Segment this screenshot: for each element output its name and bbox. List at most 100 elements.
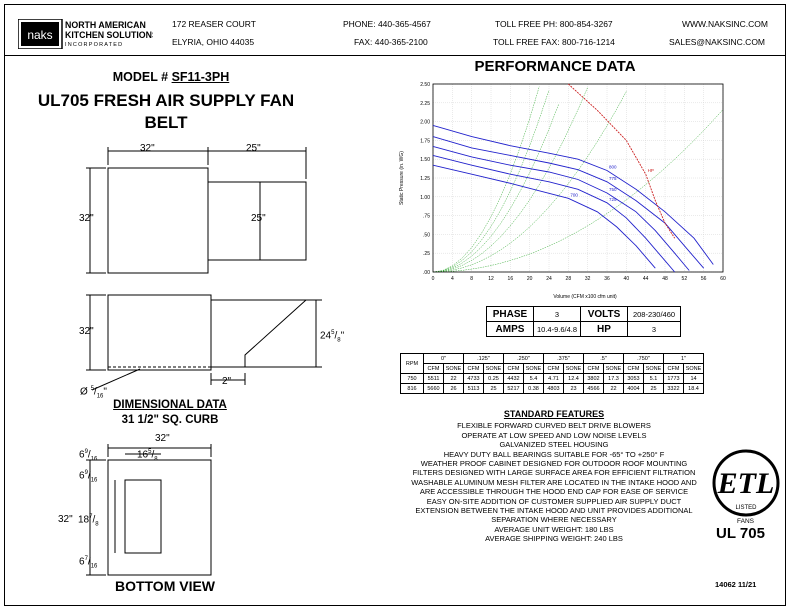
sub-header: SONE [483,363,504,374]
tollfree-phone: TOLL FREE PH: 800-854-3267 [495,19,613,29]
feature-item: WEATHER PROOF CABINET DESIGNED FOR OUTDO… [420,459,688,469]
chart-series-line [432,136,705,269]
static-pressure-header: .5" [583,353,624,364]
model-number: MODEL # SF11-3PH [96,70,246,84]
chart-x-tick: 44 [643,276,649,282]
table-cell: 4.71 [543,373,564,384]
table-cell: 25 [643,383,664,394]
table-cell: 5113 [463,383,484,394]
chart-y-tick: .75 [423,214,430,220]
table-row: 750 5511 22 4733 0.25 4432 5.4 4.71 12.4 3802 17.3… [400,373,704,384]
table-cell: 4004 [623,383,644,394]
sub-header: SONE [563,363,584,374]
table-cell: 4432 [503,373,524,384]
chart-y-tick: 1.00 [420,195,430,201]
feature-item: FLEXIBLE FORWARD CURVED BELT DRIVE BLOWE… [457,421,651,431]
bottom-view-title: BOTTOM VIEW [114,578,216,594]
etl-listed-logo: ETL LISTED [712,449,780,517]
tollfree-fax: TOLL FREE FAX: 800-716-1214 [493,37,615,47]
sub-header: SONE [603,363,624,374]
address-line-1: 172 REASER COURT [172,19,256,29]
dim-bottom-width: 32" [155,433,170,444]
hp-value: 3 [627,321,681,337]
amps-value: 10.4-9.6/4.8 [533,321,581,337]
chart-x-tick: 0 [432,276,435,282]
chart-y-tick: 2.50 [420,82,430,88]
table-cell: 0.38 [523,383,544,394]
product-title-line1: UL705 FRESH AIR SUPPLY FAN [37,91,295,110]
amps-label: AMPS [486,321,534,337]
address-line-2: ELYRIA, OHIO 44035 [172,37,255,47]
static-pressure-header: .375" [543,353,584,364]
dimensional-data-title: DIMENSIONAL DATA [113,399,227,411]
chart-x-tick: 4 [451,276,454,282]
table-cell: 5511 [423,373,444,384]
static-pressure-header: .125" [463,353,504,364]
phone: PHONE: 440-365-4567 [343,19,431,29]
company-logo: naks NORTH AMERICAN KITCHEN SOLUTIONS IN… [17,18,158,50]
phase-label: PHASE [486,306,534,322]
logo-main: NORTH AMERICAN [65,20,146,30]
curb-size: 31 1/2" SQ. CURB [121,414,219,426]
table-cell: 22 [443,373,464,384]
static-pressure-header: .750" [623,353,664,364]
chart-y-tick: 2.00 [420,120,430,126]
table-cell: 22 [603,383,624,394]
dim-bottom-left-top: 69/16 [79,449,98,463]
dim-front-height: 32" [79,213,94,224]
chart-y-tick: 2.25 [420,101,430,107]
table-cell: 26 [443,383,464,394]
chart-x-tick: 8 [470,276,473,282]
sub-header: CFM [503,363,524,374]
dim-bottom-bottom-gap: 67/16 [79,556,98,570]
chart-series-label: 725 [609,197,617,202]
sub-header: CFM [583,363,604,374]
static-pressure-header: 1" [663,353,704,364]
dim-front-width: 32" [140,143,155,154]
chart-x-tick: 48 [662,276,668,282]
document-number: 14062 11/21 [715,580,757,589]
table-cell: 3802 [583,373,604,384]
product-title: UL705 FRESH AIR SUPPLY FAN BELT [30,90,302,134]
rpm-header: RPM [400,353,424,374]
sub-header: SONE [523,363,544,374]
feature-item: HEAVY DUTY BALL BEARINGS SUITABLE FOR -6… [443,449,665,459]
chart-series-label: HP [648,168,654,173]
logo-inc: INCORPORATED [65,42,123,48]
sub-header: CFM [423,363,444,374]
table-cell: 1773 [663,373,684,384]
sub-header: CFM [663,363,684,374]
chart-y-tick: 1.50 [420,157,430,163]
feature-item: AVERAGE UNIT WEIGHT: 180 LBS [494,524,614,534]
table-cell: 14 [683,373,704,384]
phase-value: 3 [533,306,581,322]
ul705-label: UL 705 [716,525,765,542]
chart-series-label: 800 [609,164,617,169]
sub-header: SONE [683,363,704,374]
chart-series-line [432,124,714,265]
hp-label: HP [580,321,628,337]
chart-series-label: 775 [609,176,617,181]
chart-x-tick: 16 [508,276,514,282]
rpm-cell: 816 [400,383,424,394]
table-cell: 3322 [663,383,684,394]
website: WWW.NAKSINC.COM [682,19,768,29]
chart-series-label: 750 [609,187,617,192]
static-pressure-header: .250" [503,353,544,364]
sub-header: SONE [643,363,664,374]
chart-x-tick: 12 [488,276,494,282]
table-cell: 5660 [423,383,444,394]
chart-system-curve [432,109,724,273]
table-cell: 18.4 [683,383,704,394]
dim-hood-height: 245/8" [320,330,345,344]
chart-y-tick: 1.75 [420,138,430,144]
dim-gap: 2" [222,376,232,387]
chart-system-curve [432,87,588,273]
feature-item: EXTENSION BETWEEN THE INTAKE HOOD AND UN… [415,506,693,516]
chart-system-curve [432,86,540,273]
table-cell: 5217 [503,383,524,394]
sub-header: CFM [543,363,564,374]
feature-item: WASHABLE ALUMINUM MESH FILTER ARE LOCATE… [411,477,697,487]
dim-bottom-height: 32" [58,514,73,525]
table-cell: 4803 [543,383,564,394]
